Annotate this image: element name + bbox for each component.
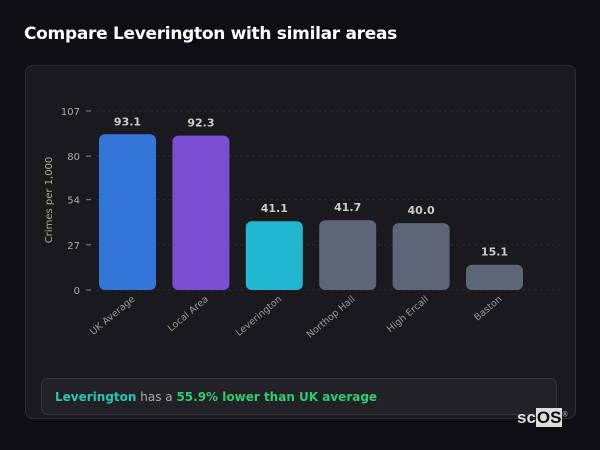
data-label: 15.1 — [481, 246, 508, 259]
x-tick-label: UK Average — [88, 294, 137, 338]
y-tick-label: 54 — [67, 196, 80, 207]
data-label: 92.3 — [187, 117, 214, 130]
y-tick-label: 107 — [61, 107, 80, 118]
x-tick-label: Northop Hall — [305, 294, 358, 341]
data-label: 41.7 — [334, 201, 361, 214]
bar-high-ercall — [392, 223, 450, 290]
x-tick-label: High Ercall — [385, 294, 431, 335]
y-tick-label: 80 — [67, 152, 80, 163]
x-tick-label: Local Area — [166, 294, 211, 334]
scos-logo: scOS® — [517, 408, 568, 427]
y-tick-label: 0 — [74, 286, 80, 297]
x-tick-label: Baston — [472, 294, 504, 324]
summary-text: has a — [136, 390, 177, 404]
bar-leverington — [245, 221, 303, 290]
summary-box: Leverington has a 55.9% lower than UK av… — [41, 378, 557, 415]
bar-uk-average — [99, 134, 156, 290]
summary-highlight: 55.9% lower than UK average — [176, 390, 378, 404]
summary-area: Leverington — [55, 390, 137, 404]
bar-northop-hall — [319, 220, 377, 290]
data-label: 40.0 — [408, 204, 435, 217]
bar-local-area — [172, 135, 230, 290]
y-axis-label: Crimes per 1,000 — [44, 157, 55, 244]
page-title: Compare Leverington with similar areas — [24, 24, 397, 44]
data-label: 41.1 — [261, 202, 288, 215]
data-label: 93.1 — [114, 115, 141, 128]
y-tick-label: 27 — [67, 241, 80, 252]
bar-baston — [466, 264, 523, 290]
x-tick-label: Leverington — [234, 294, 284, 339]
